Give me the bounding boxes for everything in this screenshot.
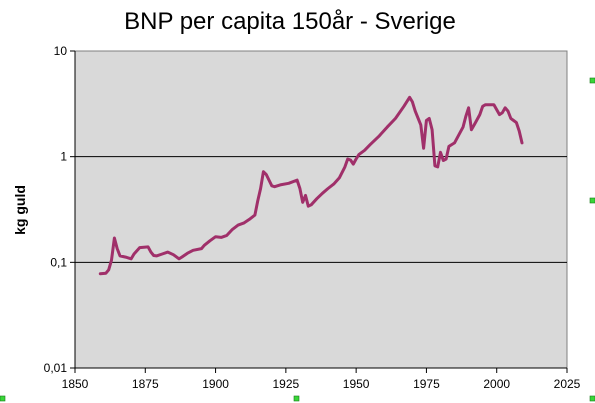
chart-title: BNP per capita 150år - Sverige: [124, 8, 456, 35]
selection-handle-right-top[interactable]: [589, 77, 595, 84]
selection-handle-bottom[interactable]: [293, 395, 300, 402]
selection-handle-left[interactable]: [0, 395, 6, 402]
selection-handle-right-mid[interactable]: [589, 197, 595, 204]
x-tick-label: 1975: [413, 377, 440, 391]
x-tick-label: 2000: [483, 377, 510, 391]
series-line[interactable]: [98, 95, 524, 276]
x-tick-label: 2025: [554, 377, 581, 391]
x-tick-label: 1875: [132, 377, 159, 391]
x-tick-labels: 1850 1875 1900 1925 1950 1975 2000 2025: [62, 377, 581, 391]
y-tick-label: 0,1: [50, 255, 67, 269]
y-tick-labels: 0,01 0,1 1 10: [44, 44, 68, 375]
x-tick-label: 1950: [343, 377, 370, 391]
y-tick-label: 0,01: [44, 361, 68, 375]
axes: [70, 50, 568, 373]
x-tick-label: 1850: [62, 377, 89, 391]
selection-handle-right-bottom[interactable]: [589, 395, 595, 402]
gridlines: [75, 156, 567, 263]
x-tick-label: 1900: [202, 377, 229, 391]
y-tick-label: 1: [60, 150, 67, 164]
y-axis-label: kg guld: [12, 185, 28, 235]
plot-area[interactable]: [74, 50, 568, 369]
y-tick-label: 10: [54, 44, 68, 58]
series-group: [98, 95, 524, 276]
x-tick-label: 1925: [273, 377, 300, 391]
